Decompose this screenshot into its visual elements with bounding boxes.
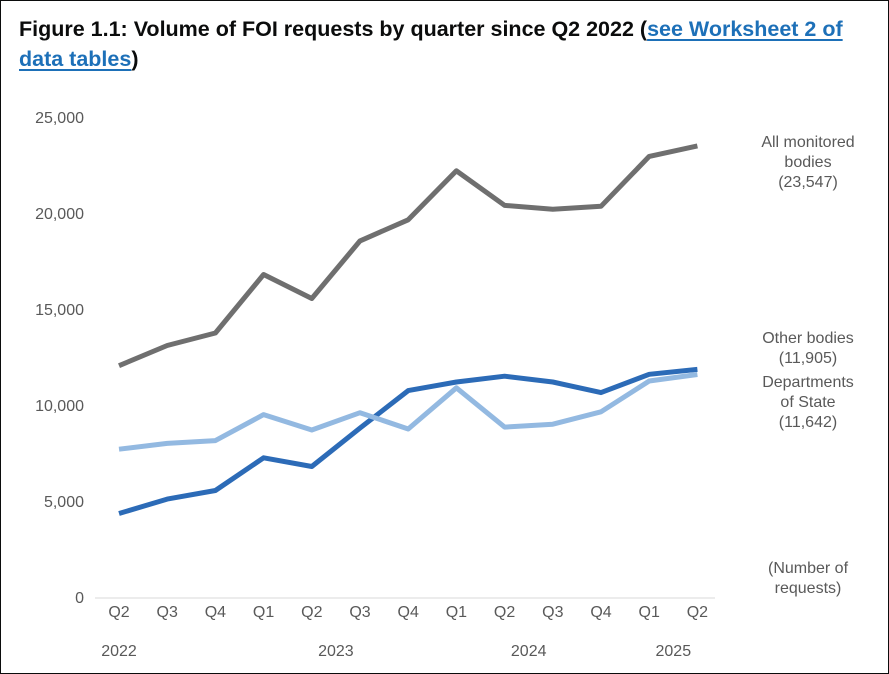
series-label-line: Other bodies (762, 330, 854, 347)
y-axis-unit-line: requests) (775, 580, 842, 597)
x-tick-label: Q1 (639, 604, 660, 621)
x-axis-ticks: Q2 Q3 Q4 Q1 Q2 Q3 Q4 Q1 Q2 Q3 Q4 Q1 Q2 (108, 604, 708, 621)
x-year-label: 2023 (318, 643, 354, 660)
series-label-0: All monitored bodies (23,547) (761, 134, 854, 191)
x-tick-label: Q3 (542, 604, 563, 621)
x-axis-year-labels: 2022 2023 2024 2025 (101, 643, 691, 660)
series-label-line: (11,642) (779, 414, 837, 431)
x-tick-label: Q4 (590, 604, 611, 621)
series-label-line: bodies (784, 154, 831, 171)
y-tick-label: 0 (75, 590, 84, 607)
series-label-line: (11,905) (779, 350, 837, 367)
x-tick-label: Q2 (687, 604, 708, 621)
y-tick-label: 5,000 (44, 494, 84, 511)
x-tick-label: Q4 (205, 604, 226, 621)
x-tick-label: Q3 (349, 604, 370, 621)
x-tick-label: Q1 (446, 604, 467, 621)
x-tick-label: Q4 (398, 604, 419, 621)
x-tick-label: Q3 (157, 604, 178, 621)
series-line-0 (118, 143, 698, 369)
series-label-2: Departments of State (11,642) (762, 374, 854, 431)
y-axis-ticks: 0 5,000 10,000 15,000 20,000 25,000 (35, 110, 84, 607)
y-tick-label: 15,000 (35, 302, 84, 319)
x-tick-label: Q2 (301, 604, 322, 621)
x-tick-label: Q1 (253, 604, 274, 621)
x-year-label: 2022 (101, 643, 137, 660)
series-label-line: of State (780, 394, 835, 411)
series-line-1 (118, 366, 698, 516)
y-axis-unit-label: (Number of requests) (768, 560, 849, 597)
y-axis-label: (Number of requests) (768, 560, 849, 597)
series-lines (118, 143, 698, 516)
figure-title: Figure 1.1: Volume of FOI requests by qu… (19, 14, 859, 74)
x-tick-label: Q2 (108, 604, 129, 621)
y-tick-label: 10,000 (35, 398, 84, 415)
y-tick-label: 25,000 (35, 110, 84, 127)
figure-title-text: Figure 1.1: Volume of FOI requests by qu… (19, 17, 648, 41)
x-year-label: 2024 (511, 643, 547, 660)
series-label-line: (23,547) (778, 174, 838, 191)
y-tick-label: 20,000 (35, 206, 84, 223)
series-label-line: All monitored (761, 134, 854, 151)
series-label-1: Other bodies (11,905) (762, 330, 854, 367)
series-labels: All monitored bodies (23,547) Other bodies (… (761, 134, 854, 431)
figure-title-suffix: ) (131, 47, 139, 71)
x-tick-label: Q2 (494, 604, 515, 621)
worksheet-link[interactable]: see Worksheet 2 of data tables (19, 17, 843, 71)
series-label-line: Departments (762, 374, 854, 391)
y-axis-unit-line: (Number of (768, 560, 849, 577)
series-line-2 (118, 372, 698, 452)
x-year-label: 2025 (656, 643, 692, 660)
